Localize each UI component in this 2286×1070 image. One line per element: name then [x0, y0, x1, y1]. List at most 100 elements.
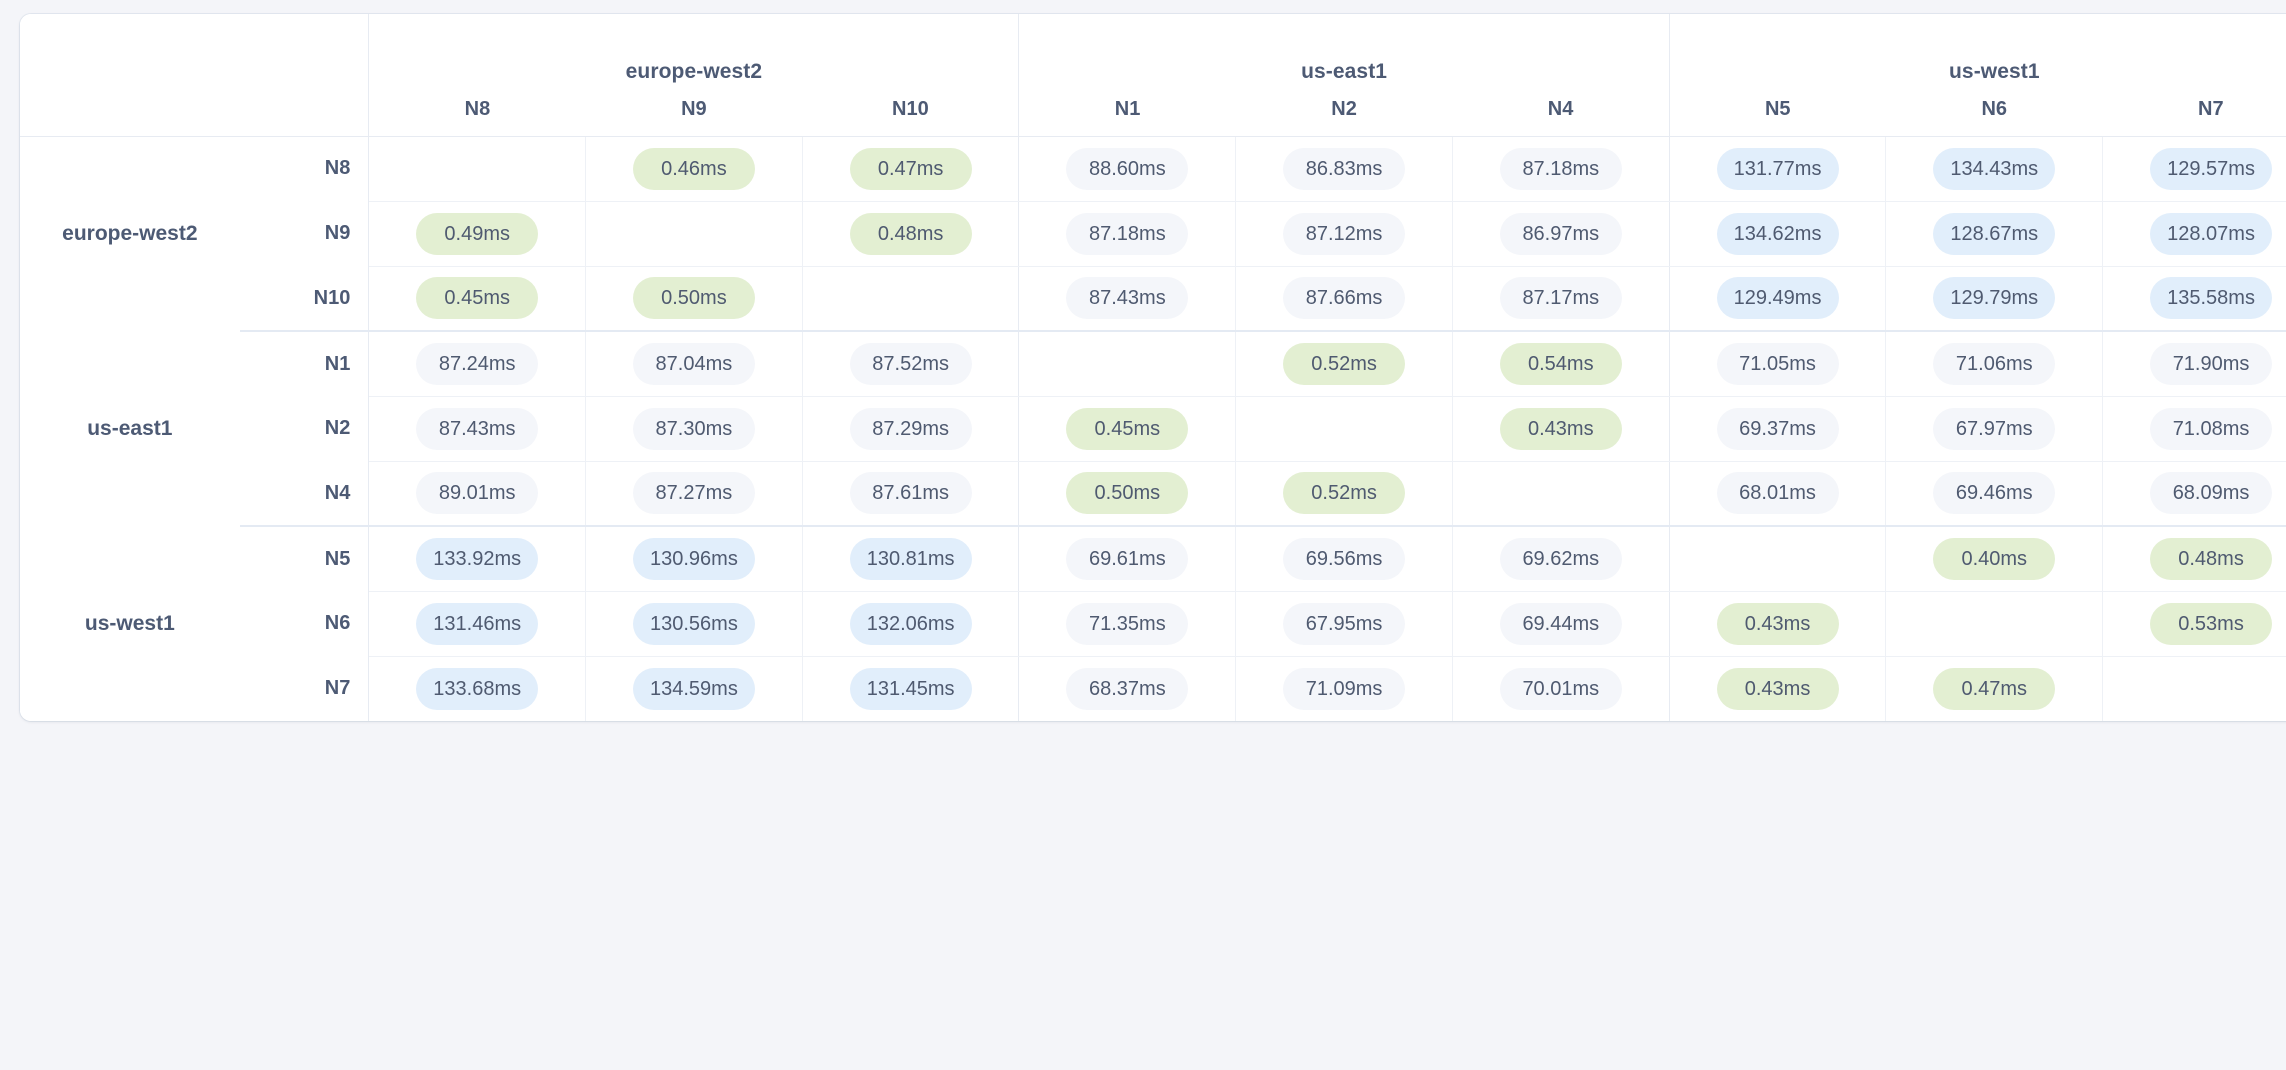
latency-pill: 133.68ms: [416, 667, 539, 710]
latency-pill: 134.59ms: [632, 667, 755, 710]
latency-cell: 87.27ms: [585, 461, 803, 527]
latency-cell: 131.46ms: [368, 591, 587, 657]
latency-cell: 87.43ms: [1018, 266, 1237, 332]
latency-pill: 87.24ms: [416, 342, 539, 385]
latency-pill: 86.97ms: [1499, 212, 1622, 255]
latency-cell: 87.61ms: [802, 461, 1020, 527]
column-node-header-n5: N5: [1669, 92, 1886, 137]
latency-cell: [368, 136, 587, 202]
latency-pill: 134.62ms: [1716, 212, 1839, 255]
latency-cell: 87.43ms: [368, 396, 587, 462]
latency-pill: 0.46ms: [632, 147, 755, 190]
latency-cell: [1235, 396, 1453, 462]
latency-cell: 0.53ms: [2102, 591, 2286, 657]
latency-pill: 71.08ms: [2150, 407, 2273, 450]
latency-pill: 69.62ms: [1499, 537, 1622, 580]
latency-cell: 0.49ms: [368, 201, 587, 267]
latency-pill: 0.54ms: [1499, 342, 1622, 385]
latency-cell: 0.43ms: [1669, 656, 1887, 721]
latency-pill: 69.61ms: [1066, 537, 1189, 580]
latency-cell: 87.52ms: [802, 331, 1020, 397]
column-node-header-n1: N1: [1018, 92, 1236, 137]
latency-cell: [1452, 461, 1670, 527]
latency-cell: 0.47ms: [1885, 656, 2104, 721]
latency-cell: 129.49ms: [1669, 266, 1887, 332]
latency-pill: 68.01ms: [1716, 472, 1839, 515]
latency-cell: 0.46ms: [585, 136, 803, 202]
latency-cell: 67.97ms: [1885, 396, 2104, 462]
latency-pill: 130.81ms: [849, 537, 972, 580]
latency-cell: 68.37ms: [1018, 656, 1237, 721]
latency-pill: 0.47ms: [1933, 667, 2056, 710]
latency-pill: 131.45ms: [849, 667, 972, 710]
latency-cell: 0.52ms: [1235, 461, 1453, 527]
latency-pill: 87.30ms: [632, 407, 755, 450]
latency-pill: 69.56ms: [1283, 537, 1406, 580]
latency-pill: 87.43ms: [1066, 277, 1189, 320]
region-header-row: europe-west2 us-east1 us-west1: [20, 14, 2286, 137]
latency-pill: 87.12ms: [1283, 212, 1406, 255]
matrix-row: N6 131.46ms 130.56ms 132.06ms 71.35ms 67.95ms…: [20, 591, 2286, 657]
matrix-body: europe-west2 N8 0.46ms 0.47ms 88.60ms 86.83ms…: [20, 136, 2286, 721]
row-region-label-us-west1: us-west1: [20, 526, 240, 721]
matrix-row: N4 89.01ms 87.27ms 87.61ms 0.50ms 0.52ms 68.01…: [20, 461, 2286, 527]
latency-cell: 0.40ms: [1885, 526, 2104, 592]
latency-pill: 128.07ms: [2150, 212, 2273, 255]
latency-pill: 129.57ms: [2150, 147, 2273, 190]
latency-cell: 86.83ms: [1235, 136, 1453, 202]
latency-cell: 0.45ms: [368, 266, 587, 332]
column-node-header-n9: N9: [585, 92, 803, 137]
row-node-label-n4: N4: [239, 461, 370, 527]
latency-cell: 69.46ms: [1885, 461, 2104, 527]
row-region-label-us-east1: us-east1: [20, 331, 240, 526]
column-node-header-n2: N2: [1235, 92, 1453, 137]
latency-cell: 134.62ms: [1669, 201, 1887, 267]
column-node-header-n4: N4: [1452, 92, 1670, 137]
latency-pill: 133.92ms: [416, 537, 539, 580]
row-node-label-n1: N1: [239, 331, 370, 396]
latency-pill: 0.40ms: [1933, 537, 2056, 580]
row-node-label-n8: N8: [239, 136, 370, 201]
latency-pill: 71.35ms: [1066, 602, 1189, 645]
latency-pill: 129.79ms: [1933, 277, 2056, 320]
row-node-label-n5: N5: [239, 526, 370, 591]
latency-cell: 69.61ms: [1018, 526, 1237, 592]
latency-cell: 134.43ms: [1885, 136, 2104, 202]
latency-pill: 0.47ms: [849, 147, 972, 190]
latency-cell: 0.43ms: [1452, 396, 1670, 462]
latency-cell: 87.17ms: [1452, 266, 1670, 332]
latency-pill: 69.46ms: [1933, 472, 2056, 515]
latency-pill: 67.95ms: [1283, 602, 1406, 645]
row-node-label-n2: N2: [239, 396, 370, 461]
latency-pill: 0.45ms: [1066, 407, 1189, 450]
column-node-header-n7: N7: [2102, 92, 2286, 137]
latency-cell: 0.50ms: [585, 266, 803, 332]
latency-cell: 71.90ms: [2102, 331, 2286, 397]
latency-pill: 0.52ms: [1283, 342, 1406, 385]
latency-pill: 88.60ms: [1066, 147, 1189, 190]
latency-cell: 71.09ms: [1235, 656, 1453, 721]
latency-pill: 128.67ms: [1933, 212, 2056, 255]
latency-pill: 130.96ms: [632, 537, 755, 580]
latency-cell: 67.95ms: [1235, 591, 1453, 657]
column-region-header-europe-west2: europe-west2: [368, 14, 1020, 92]
latency-cell: 135.58ms: [2102, 266, 2286, 332]
latency-pill: 87.18ms: [1066, 212, 1189, 255]
latency-pill: 135.58ms: [2150, 277, 2273, 320]
latency-pill: 71.90ms: [2150, 342, 2273, 385]
node-header-row: N8 N9 N10 N1 N2 N4 N5 N6 N7: [20, 92, 2286, 137]
latency-cell: 0.54ms: [1452, 331, 1670, 397]
column-node-header-n6: N6: [1885, 92, 2103, 137]
latency-pill: 0.49ms: [416, 212, 539, 255]
row-node-label-n10: N10: [239, 266, 370, 332]
latency-cell: 133.92ms: [368, 526, 587, 592]
latency-cell: 0.47ms: [802, 136, 1020, 202]
latency-cell: 71.05ms: [1669, 331, 1887, 397]
latency-pill: 129.49ms: [1716, 277, 1839, 320]
row-node-label-n6: N6: [239, 591, 370, 656]
latency-cell: 69.56ms: [1235, 526, 1453, 592]
matrix-row: N9 0.49ms 0.48ms 87.18ms 87.12ms 86.97ms 134.6…: [20, 201, 2286, 267]
column-region-header-us-west1: us-west1: [1669, 14, 2286, 92]
matrix-row: us-east1 N1 87.24ms 87.04ms 87.52ms 0.52ms 0.5…: [20, 331, 2286, 526]
latency-cell: 0.48ms: [2102, 526, 2286, 592]
